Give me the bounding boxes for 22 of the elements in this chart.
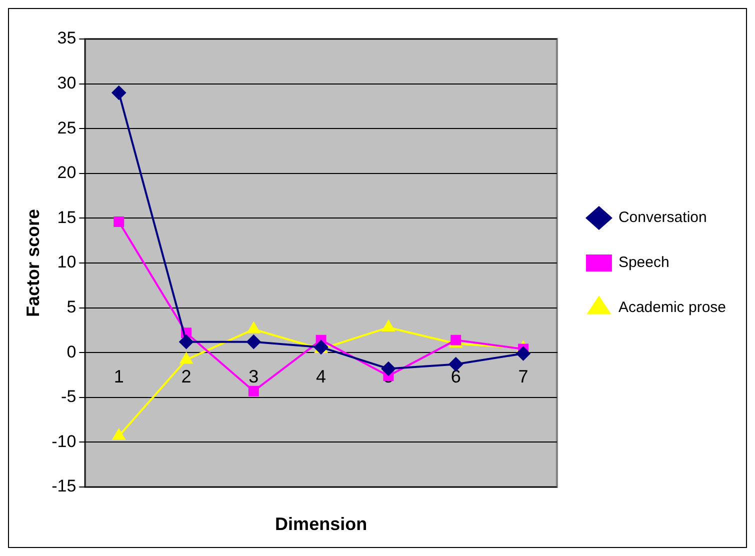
x-tick-label: 4	[316, 366, 326, 386]
legend-label: Academic prose	[618, 299, 726, 316]
y-tick-label: 30	[57, 73, 76, 92]
y-tick-label: -5	[61, 387, 76, 406]
y-tick-label: 10	[57, 252, 76, 272]
x-tick-label: 3	[248, 366, 259, 386]
y-axis-title: Factor score	[22, 208, 43, 318]
y-tick-label: 25	[57, 118, 76, 138]
y-tick-label: 20	[57, 163, 76, 182]
legend-label: Conversation	[618, 209, 707, 226]
x-tick-label: 1	[114, 366, 124, 386]
y-tick-label: 35	[57, 28, 76, 48]
y-tick-label: 5	[66, 297, 76, 316]
y-tick-label: 0	[66, 342, 76, 362]
x-axis-title: Dimension	[275, 514, 368, 534]
x-tick-label: 7	[518, 366, 528, 386]
x-tick-label: 2	[181, 366, 192, 386]
x-tick-label: 6	[450, 366, 461, 386]
legend-label: Speech	[618, 254, 670, 272]
y-tick-label: -10	[52, 432, 76, 451]
y-tick-label: -15	[52, 476, 76, 496]
y-tick-label: 15	[57, 208, 76, 227]
